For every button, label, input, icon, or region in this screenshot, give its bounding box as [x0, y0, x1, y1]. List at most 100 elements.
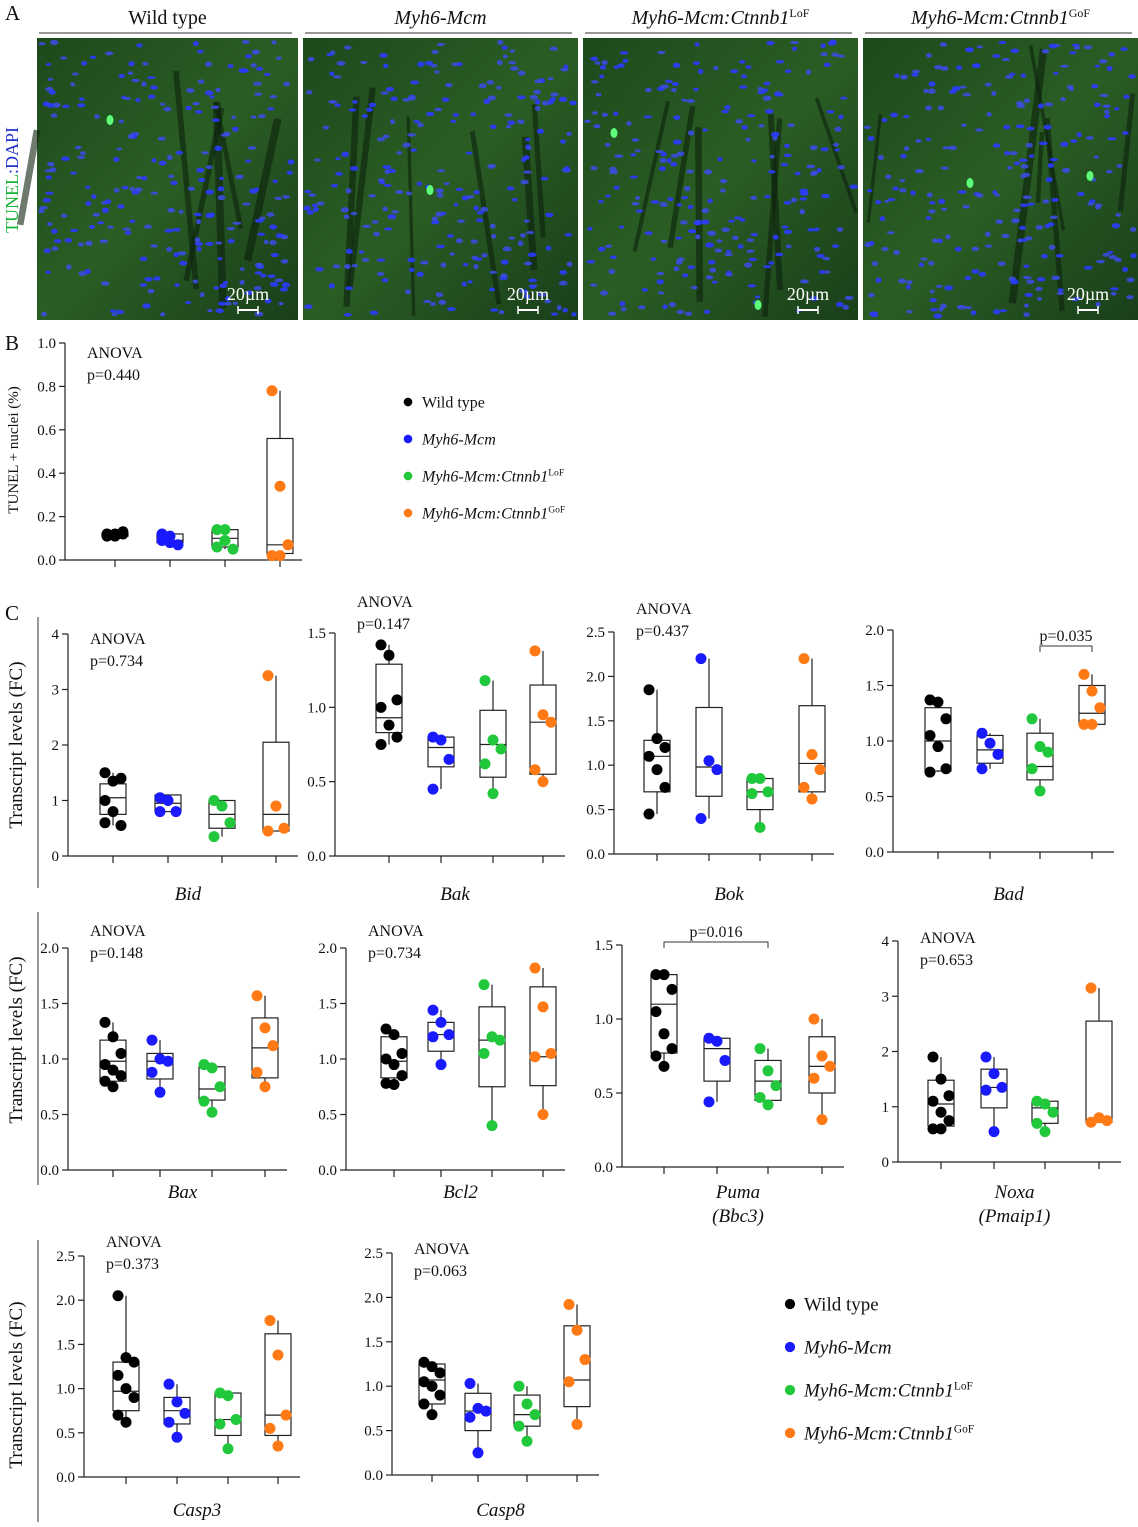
nucleus: [1020, 73, 1026, 78]
nucleus: [340, 207, 350, 213]
nucleus: [893, 249, 900, 256]
nucleus: [1020, 173, 1026, 179]
nucleus: [938, 198, 946, 205]
nucleus: [774, 91, 783, 97]
y-tick-label: 3: [882, 989, 890, 1005]
nucleus: [964, 276, 972, 281]
nucleus: [933, 313, 943, 319]
y-tick-label: 2.0: [318, 941, 337, 957]
y-tick-label: 2.5: [56, 1249, 75, 1265]
nucleus: [520, 233, 526, 238]
nucleus: [476, 218, 484, 223]
nucleus: [948, 89, 957, 94]
micrograph-header: Myh6-Mcm:Ctnnb1GoF: [910, 6, 1090, 29]
nucleus: [1114, 107, 1120, 111]
nucleus: [1053, 71, 1059, 75]
nucleus: [609, 170, 618, 175]
nucleus: [747, 284, 757, 288]
nucleus: [831, 52, 840, 57]
nucleus: [1036, 277, 1046, 282]
nucleus: [940, 166, 950, 170]
nucleus: [1061, 167, 1071, 173]
nucleus: [525, 230, 535, 235]
legend-marker: [784, 1298, 796, 1310]
data-point: [1026, 713, 1038, 725]
nucleus: [53, 239, 62, 244]
nucleus: [430, 302, 436, 307]
nucleus: [117, 204, 125, 209]
nucleus: [965, 47, 974, 53]
nucleus: [267, 274, 276, 279]
nucleus: [426, 111, 435, 117]
group-superscript: GoF: [548, 505, 565, 516]
y-tick-label: 1.5: [865, 679, 884, 695]
data-point: [259, 1081, 271, 1093]
nucleus: [992, 309, 1001, 315]
nucleus: [335, 171, 344, 176]
nucleus: [684, 185, 691, 192]
nucleus: [51, 228, 58, 234]
nucleus: [116, 147, 122, 151]
nucleus: [476, 210, 485, 215]
nucleus: [566, 131, 572, 136]
nucleus: [1126, 277, 1135, 283]
nucleus: [1106, 169, 1113, 174]
box: [798, 705, 826, 793]
nucleus: [272, 179, 278, 184]
nucleus: [205, 165, 213, 170]
nucleus: [867, 135, 875, 142]
data-point: [264, 1315, 276, 1327]
nucleus: [892, 186, 900, 191]
nucleus: [569, 100, 577, 106]
y-tick-label: 0.6: [37, 423, 56, 439]
nucleus: [941, 207, 948, 211]
nucleus: [266, 212, 275, 217]
data-point: [214, 1418, 226, 1430]
x-axis-label: (Bbc3): [712, 1206, 764, 1227]
nucleus: [593, 124, 601, 129]
nucleus: [672, 139, 682, 145]
data-point: [464, 1378, 476, 1390]
data-point: [1026, 763, 1038, 775]
nucleus: [740, 74, 748, 79]
nucleus: [456, 219, 466, 223]
nucleus: [328, 283, 335, 289]
nucleus: [254, 271, 263, 275]
nucleus: [559, 270, 568, 275]
comparison-label: p=0.035: [1039, 628, 1092, 645]
data-point: [99, 795, 111, 806]
nucleus: [780, 162, 789, 167]
nucleus: [675, 259, 683, 265]
nucleus: [470, 239, 478, 244]
nucleus: [668, 301, 676, 308]
nucleus: [914, 168, 924, 174]
nucleus: [456, 62, 463, 67]
nucleus: [587, 226, 593, 231]
nucleus: [800, 279, 809, 284]
scale-bar-label: 20µm: [227, 284, 269, 304]
nucleus: [254, 92, 263, 96]
data-point: [251, 1066, 263, 1078]
nucleus: [150, 244, 158, 248]
nucleus: [410, 80, 419, 85]
y-tick-label: 2.0: [865, 623, 884, 639]
nucleus: [437, 169, 446, 173]
nucleus: [1085, 136, 1094, 140]
nucleus: [1023, 264, 1030, 268]
nucleus: [42, 197, 52, 203]
nucleus: [45, 270, 51, 275]
nucleus: [537, 292, 547, 297]
nucleus: [769, 154, 775, 159]
nucleus: [275, 233, 284, 239]
nucleus: [681, 98, 687, 102]
legend-marker: [403, 434, 413, 444]
nucleus: [179, 260, 188, 266]
nucleus: [486, 80, 495, 85]
data-point: [651, 764, 663, 776]
nucleus: [608, 311, 617, 316]
nucleus: [842, 304, 850, 310]
x-axis-label: Bak: [440, 884, 470, 905]
nucleus: [925, 53, 932, 58]
nucleus: [147, 94, 156, 99]
data-point: [537, 1109, 549, 1120]
